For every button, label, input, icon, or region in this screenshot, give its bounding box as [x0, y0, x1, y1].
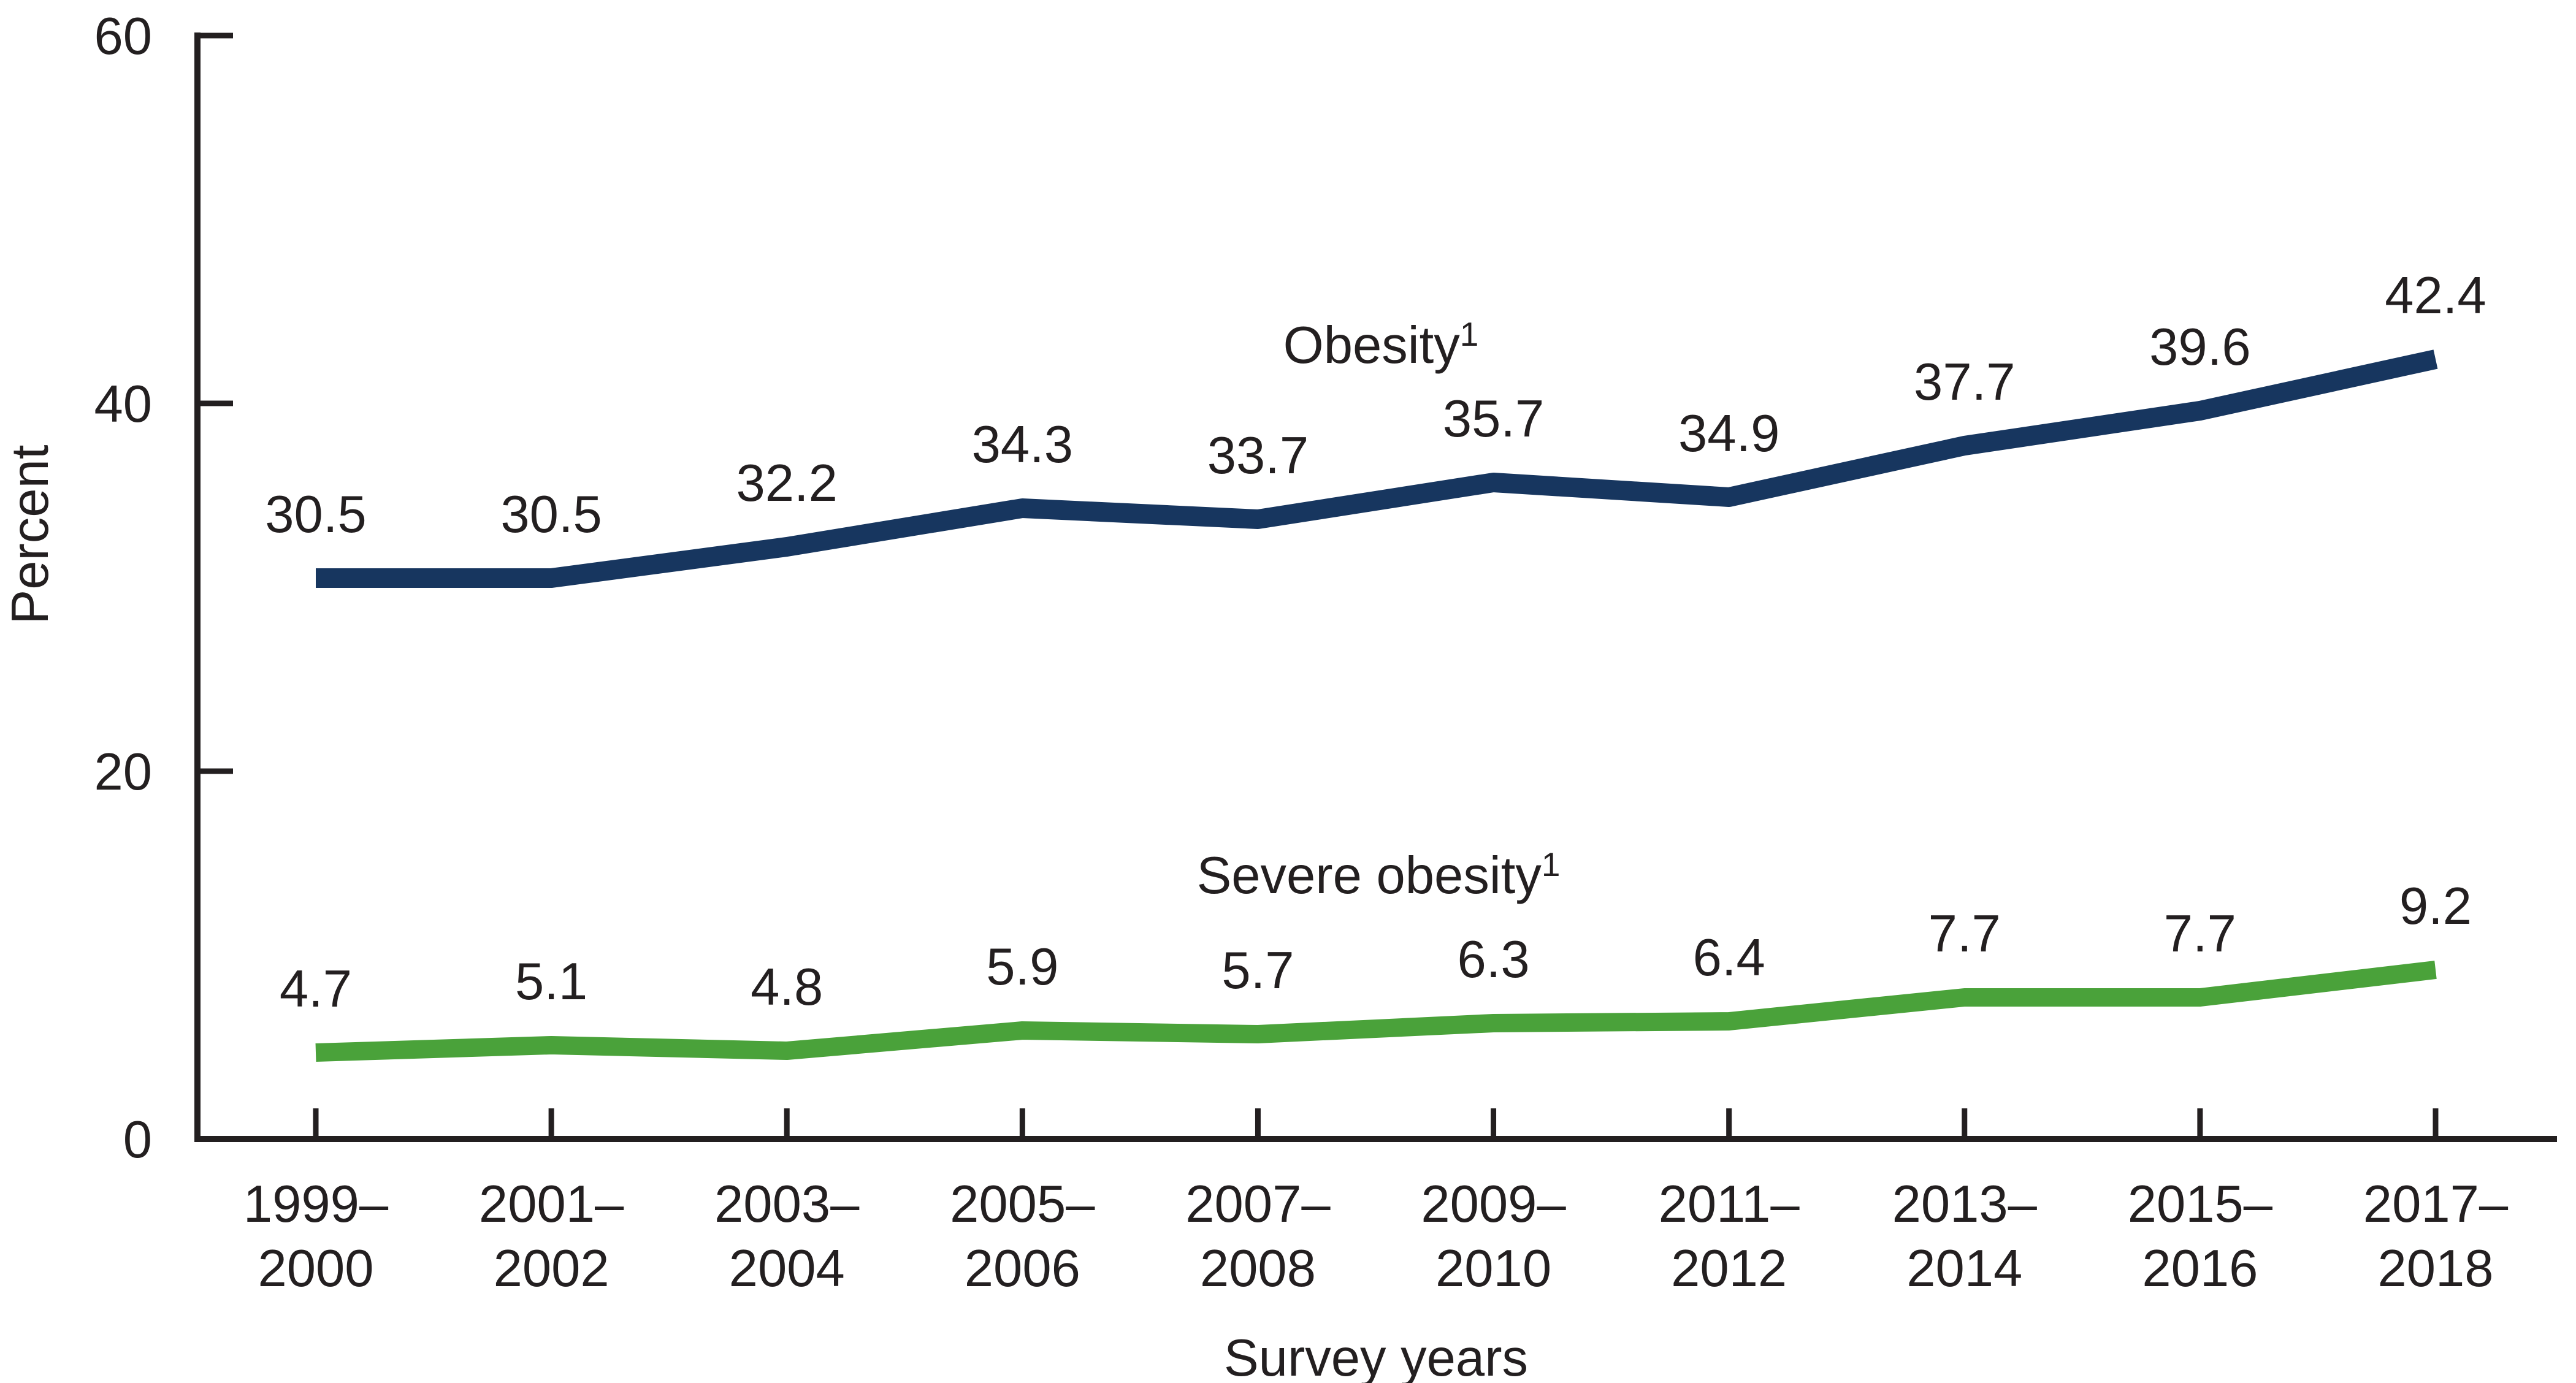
x-tick-label: 2001– 2002	[479, 1175, 624, 1298]
y-tick-labels: 0 20 40 60	[94, 7, 152, 1169]
obesity-line	[316, 349, 2438, 588]
obesity-series-label: Obesity1	[1283, 315, 1479, 375]
y-axis: 0 20 40 60 Percent	[1, 7, 233, 1169]
obesity-value-label: 32.2	[736, 454, 838, 512]
x-tick-label: 2003– 2004	[714, 1175, 860, 1298]
obesity-value-labels: 30.5 30.5 32.2 34.3 33.7 35.7 34.9 37.7 39.6 42.4	[265, 267, 2486, 544]
severe-obesity-value-label: 5.7	[1221, 942, 1294, 1000]
severe-obesity-value-label: 4.7	[280, 960, 352, 1018]
severe-obesity-value-label: 7.7	[1928, 905, 2001, 963]
x-tick-label: 2011– 2012	[1659, 1175, 1800, 1298]
obesity-value-label: 37.7	[1914, 353, 2015, 411]
y-tick-label: 20	[94, 743, 152, 801]
severe-obesity-series-label-text: Severe obesity	[1197, 847, 1542, 905]
obesity-value-label: 34.3	[972, 416, 1073, 474]
severe-obesity-value-label: 4.8	[751, 958, 823, 1016]
severe-obesity-value-label: 5.1	[515, 953, 587, 1011]
y-ticks	[197, 32, 233, 774]
obesity-value-label: 33.7	[1207, 427, 1309, 485]
obesity-series-label-text: Obesity	[1283, 316, 1461, 375]
obesity-value-label: 30.5	[265, 486, 366, 544]
severe-obesity-value-label: 6.4	[1693, 929, 1765, 987]
y-tick-label: 40	[94, 375, 152, 433]
series-obesity: 30.5 30.5 32.2 34.3 33.7 35.7 34.9 37.7 39.6 42.4…	[265, 267, 2486, 588]
severe-obesity-value-labels: 4.7 5.1 4.8 5.9 5.7 6.3 6.4 7.7 7.7 9.2	[280, 877, 2472, 1018]
x-tick-label: 2009– 2010	[1421, 1175, 1566, 1298]
severe-obesity-line	[315, 961, 2437, 1062]
y-tick-label: 60	[94, 7, 152, 66]
obesity-value-label: 35.7	[1443, 390, 1544, 448]
severe-obesity-value-label: 6.3	[1457, 931, 1529, 989]
obesity-value-label: 34.9	[1678, 405, 1779, 463]
obesity-value-label: 42.4	[2385, 267, 2486, 325]
x-tick-label: 2005– 2006	[950, 1175, 1095, 1298]
severe-obesity-series-label: Severe obesity1	[1197, 845, 1561, 905]
series-severe-obesity: 4.7 5.1 4.8 5.9 5.7 6.3 6.4 7.7 7.7 9.2 Severe ob…	[280, 845, 2472, 1062]
x-ticks	[313, 1108, 2439, 1139]
x-tick-label: 2015– 2016	[2128, 1175, 2273, 1298]
x-tick-label: 1999– 2000	[243, 1175, 389, 1298]
x-axis: 1999– 2000 2001– 2002 2003– 2004 2005– 2006 2007…	[194, 1108, 2557, 1383]
x-axis-title: Survey years	[1224, 1329, 1528, 1383]
obesity-value-label: 39.6	[2149, 318, 2250, 376]
severe-obesity-value-label: 5.9	[986, 938, 1058, 996]
y-axis-title: Percent	[1, 445, 59, 625]
severe-obesity-value-label: 7.7	[2164, 905, 2236, 963]
x-tick-labels: 1999– 2000 2001– 2002 2003– 2004 2005– 2006 2007…	[243, 1175, 2509, 1298]
severe-obesity-series-label-superscript: 1	[1542, 845, 1561, 883]
x-tick-label: 2017– 2018	[2363, 1175, 2509, 1298]
severe-obesity-value-label: 9.2	[2399, 877, 2472, 935]
y-tick-label: 0	[123, 1111, 152, 1169]
x-tick-label: 2013– 2014	[1892, 1175, 2038, 1298]
obesity-series-label-superscript: 1	[1460, 315, 1479, 353]
obesity-value-label: 30.5	[500, 486, 602, 544]
x-tick-label: 2007– 2008	[1185, 1175, 1331, 1298]
